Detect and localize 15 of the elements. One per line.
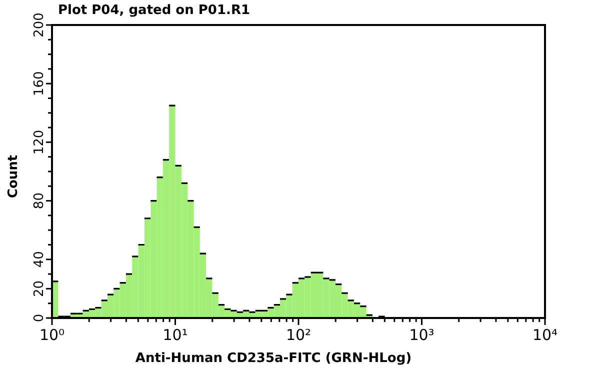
x-tick-label: 10³ xyxy=(409,326,434,344)
x-tick-label: 10¹ xyxy=(162,326,188,344)
y-axis-title: Count xyxy=(6,154,21,198)
x-axis-title: Anti-Human CD235a-FITC (GRN-HLog) xyxy=(135,351,412,366)
x-tick-label: 10⁰ xyxy=(39,326,65,344)
chart-title: Plot P04, gated on P01.R1 xyxy=(58,3,250,18)
y-tick-label: 160 xyxy=(32,71,47,96)
x-tick-label: 10⁴ xyxy=(532,326,558,344)
y-tick-label: 20 xyxy=(32,280,47,297)
y-tick-label: 0 xyxy=(32,314,47,322)
x-tick-label: 10² xyxy=(286,326,312,344)
y-tick-label: 80 xyxy=(32,192,47,210)
y-tick-label: 120 xyxy=(32,130,47,155)
y-tick-label: 200 xyxy=(32,12,47,38)
y-tick-label: 40 xyxy=(32,251,47,268)
